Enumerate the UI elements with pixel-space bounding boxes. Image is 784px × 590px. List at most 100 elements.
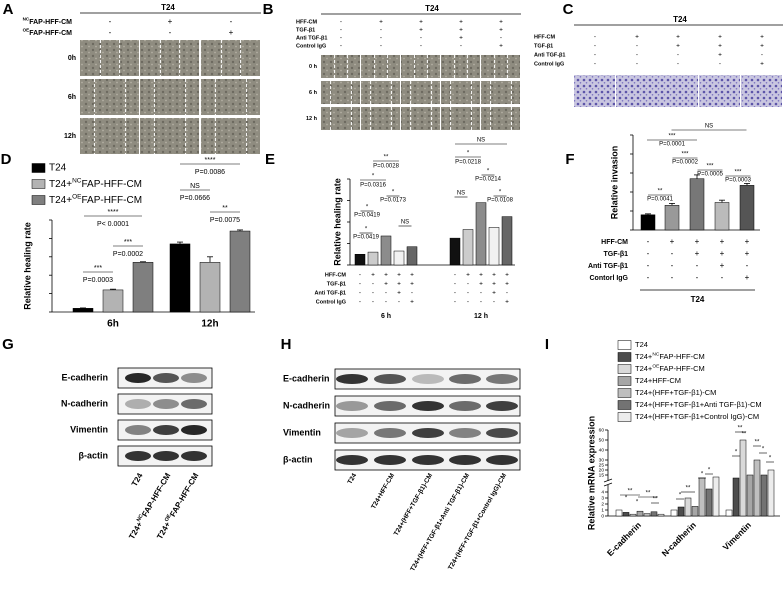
sign: + [397, 290, 401, 297]
bar [380, 235, 392, 266]
time-label: 0h [68, 55, 76, 62]
significance-label: P=0.0003 [83, 277, 113, 284]
blot-band [374, 401, 406, 411]
label-part: T24+ [127, 520, 144, 541]
micrograph [481, 55, 520, 78]
micrograph [80, 79, 139, 115]
significance-label: **** [205, 157, 216, 164]
blot-band [412, 401, 444, 411]
row-label: Control IgG [534, 61, 564, 67]
legend-swatch [617, 364, 632, 374]
row-label: TGF-β1 [534, 43, 553, 49]
sign: + [397, 281, 401, 288]
sign: - [109, 17, 112, 26]
sign: + [720, 261, 725, 270]
micrograph [657, 75, 698, 107]
blot-band [125, 399, 151, 409]
micrograph [741, 75, 782, 107]
blot-band [153, 373, 179, 383]
significance-label: P=0.0086 [195, 169, 225, 176]
blot-band [449, 455, 481, 465]
panel-letter: D [1, 151, 12, 168]
sign: - [420, 35, 422, 42]
sign: - [411, 290, 413, 297]
sign: + [760, 61, 764, 68]
blot-band [336, 374, 368, 384]
sign: - [454, 281, 456, 288]
legend-label: T24+OEFAP-HFF-CM [635, 364, 705, 373]
y-tick-label: 20 [599, 467, 605, 473]
blot-band [181, 425, 207, 435]
label-part: T24+ [635, 364, 653, 373]
sign: - [696, 273, 699, 282]
row-label: NCFAP-HFF-CM [23, 17, 73, 26]
significance-label: ** [384, 155, 389, 161]
blot-band [181, 373, 207, 383]
sign: - [647, 237, 650, 246]
sign: - [380, 27, 382, 34]
x-tick-label: N-cadherin [660, 520, 698, 558]
significance-label: P=0.0666 [180, 195, 210, 202]
blot-band [374, 428, 406, 438]
blot-band [125, 373, 151, 383]
sign: + [718, 43, 722, 50]
bar [462, 229, 474, 266]
bar [712, 476, 720, 517]
superscript: OE [164, 513, 173, 523]
bar [643, 513, 651, 517]
blot-band [336, 428, 368, 438]
treatment-label: Contorl IgG [590, 275, 629, 282]
bar [132, 262, 154, 313]
legend-label: T24+(HFF+TGF-β1)-CM [635, 388, 716, 397]
bar [615, 509, 623, 517]
sign: + [676, 43, 680, 50]
sign: - [385, 290, 387, 297]
bar [367, 251, 379, 266]
panel-letter: I [545, 336, 549, 353]
significance-label: NS [190, 183, 200, 190]
significance-label: *** [94, 265, 102, 272]
significance-label: ** [738, 426, 743, 432]
bar [102, 289, 124, 313]
blot-band [125, 425, 151, 435]
sign: - [636, 52, 638, 59]
superscript: OE [72, 193, 82, 200]
y-tick-label: 2 [601, 501, 604, 507]
y-tick-label: 4 [601, 489, 604, 495]
bar [739, 439, 747, 517]
bar [664, 205, 680, 231]
blot-band [153, 451, 179, 461]
sign: - [493, 299, 495, 306]
significance-label: * [392, 190, 395, 196]
significance-label: *** [668, 134, 676, 140]
significance-label: P=0.0419 [354, 213, 381, 219]
y-tick-label: 25 [599, 462, 605, 468]
sign: - [372, 290, 374, 297]
sign: - [467, 299, 469, 306]
micrograph [574, 75, 615, 107]
treatment-label: HFF-CM [325, 272, 346, 278]
y-tick-label: 0 [601, 513, 604, 519]
sign: + [499, 43, 503, 50]
sign: + [720, 249, 725, 258]
bar [657, 513, 665, 517]
bar [488, 227, 500, 266]
panel-letter: A [3, 1, 14, 18]
micrograph [441, 55, 480, 78]
significance-label: NS [401, 220, 409, 226]
legend-swatch [617, 340, 632, 350]
label-part: T24+ [49, 179, 72, 190]
lane-label: T24+(HFF+TGF-β1)-CM [393, 472, 434, 537]
sign: - [594, 61, 596, 68]
significance-label: * [625, 496, 628, 502]
y-tick-label: 1 [601, 507, 604, 513]
sign: - [359, 299, 361, 306]
sign: + [459, 35, 463, 42]
lane-label: T24+HFF-CM [370, 472, 396, 510]
sign: + [695, 237, 700, 246]
legend-swatch [31, 163, 46, 173]
superscript: NC [72, 177, 82, 184]
sign: - [636, 61, 638, 68]
label-part: T24+ [635, 352, 653, 361]
blot-band [374, 374, 406, 384]
